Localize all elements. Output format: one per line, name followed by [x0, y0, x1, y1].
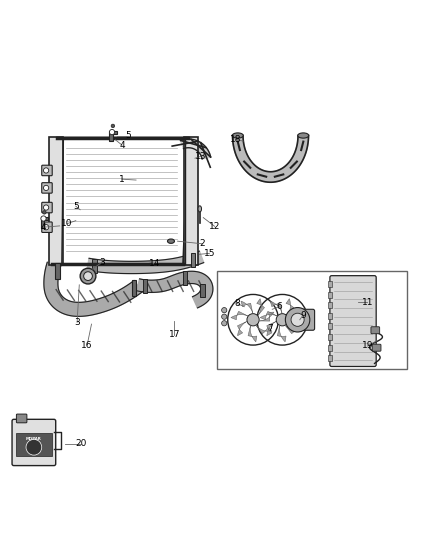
Text: 1: 1	[119, 175, 125, 184]
Polygon shape	[277, 326, 286, 342]
FancyBboxPatch shape	[328, 292, 332, 297]
Text: 4: 4	[41, 223, 46, 232]
FancyBboxPatch shape	[184, 137, 198, 265]
Circle shape	[222, 314, 227, 319]
Text: 20: 20	[76, 439, 87, 448]
Polygon shape	[259, 312, 274, 321]
FancyBboxPatch shape	[42, 203, 52, 213]
Polygon shape	[257, 298, 265, 316]
FancyBboxPatch shape	[12, 419, 56, 466]
Circle shape	[286, 308, 310, 332]
Circle shape	[247, 313, 259, 326]
FancyBboxPatch shape	[328, 355, 332, 361]
Text: 7: 7	[268, 324, 273, 333]
FancyBboxPatch shape	[49, 137, 63, 265]
Circle shape	[80, 268, 96, 284]
Polygon shape	[286, 326, 301, 334]
FancyBboxPatch shape	[328, 281, 332, 287]
Circle shape	[42, 211, 46, 214]
Polygon shape	[109, 131, 117, 141]
Text: 16: 16	[81, 341, 93, 350]
Text: 10: 10	[61, 219, 73, 228]
Text: 18: 18	[230, 134, 241, 143]
Polygon shape	[267, 321, 276, 336]
Circle shape	[222, 308, 227, 313]
Circle shape	[111, 124, 115, 128]
Circle shape	[84, 272, 92, 280]
Text: 17: 17	[169, 330, 180, 339]
Polygon shape	[289, 312, 303, 321]
Text: 19: 19	[362, 342, 373, 351]
Ellipse shape	[198, 206, 201, 212]
FancyBboxPatch shape	[372, 344, 381, 351]
FancyBboxPatch shape	[328, 302, 332, 308]
Text: MOPAR: MOPAR	[26, 437, 42, 441]
Polygon shape	[286, 298, 294, 316]
FancyBboxPatch shape	[143, 279, 147, 293]
Circle shape	[41, 216, 46, 221]
FancyBboxPatch shape	[328, 324, 332, 329]
Circle shape	[291, 313, 304, 326]
FancyBboxPatch shape	[16, 414, 27, 423]
Circle shape	[110, 130, 115, 135]
Polygon shape	[270, 301, 282, 313]
FancyBboxPatch shape	[200, 284, 205, 297]
Text: 11: 11	[362, 298, 373, 307]
FancyBboxPatch shape	[328, 334, 332, 340]
Text: 6: 6	[276, 302, 282, 311]
Ellipse shape	[232, 133, 243, 138]
Text: 5: 5	[73, 202, 79, 211]
FancyBboxPatch shape	[191, 253, 195, 268]
FancyBboxPatch shape	[328, 344, 332, 351]
Polygon shape	[256, 326, 272, 334]
Text: 4: 4	[119, 141, 125, 150]
Circle shape	[43, 185, 49, 190]
FancyBboxPatch shape	[328, 313, 332, 319]
Circle shape	[43, 205, 49, 210]
Text: 15: 15	[204, 249, 215, 258]
Text: 9: 9	[300, 311, 306, 320]
Circle shape	[222, 321, 227, 326]
Text: 12: 12	[209, 222, 220, 231]
FancyBboxPatch shape	[291, 309, 314, 330]
Text: 5: 5	[125, 131, 131, 140]
FancyBboxPatch shape	[92, 259, 97, 272]
Text: 2: 2	[200, 239, 205, 248]
Circle shape	[43, 224, 49, 230]
Polygon shape	[241, 301, 253, 313]
FancyBboxPatch shape	[16, 433, 52, 456]
FancyBboxPatch shape	[42, 222, 52, 232]
Text: 13: 13	[195, 152, 206, 161]
Ellipse shape	[167, 239, 174, 244]
Polygon shape	[137, 271, 213, 308]
Polygon shape	[44, 262, 142, 317]
Text: 14: 14	[148, 260, 160, 269]
Circle shape	[43, 168, 49, 173]
Text: 3: 3	[74, 318, 80, 327]
Polygon shape	[233, 135, 308, 182]
FancyBboxPatch shape	[42, 183, 52, 193]
Text: 3: 3	[99, 257, 105, 266]
Polygon shape	[180, 139, 211, 159]
FancyBboxPatch shape	[330, 276, 376, 367]
FancyBboxPatch shape	[132, 280, 136, 296]
FancyBboxPatch shape	[42, 165, 52, 176]
FancyBboxPatch shape	[55, 263, 60, 279]
Polygon shape	[231, 311, 248, 320]
FancyBboxPatch shape	[183, 271, 187, 285]
Circle shape	[26, 439, 42, 455]
Polygon shape	[248, 326, 257, 342]
Polygon shape	[41, 217, 48, 228]
Text: 8: 8	[234, 299, 240, 308]
Polygon shape	[237, 321, 247, 336]
FancyBboxPatch shape	[371, 327, 380, 334]
Polygon shape	[87, 251, 204, 273]
Ellipse shape	[298, 133, 309, 138]
FancyBboxPatch shape	[217, 271, 407, 369]
Circle shape	[276, 313, 288, 326]
Polygon shape	[260, 311, 277, 320]
